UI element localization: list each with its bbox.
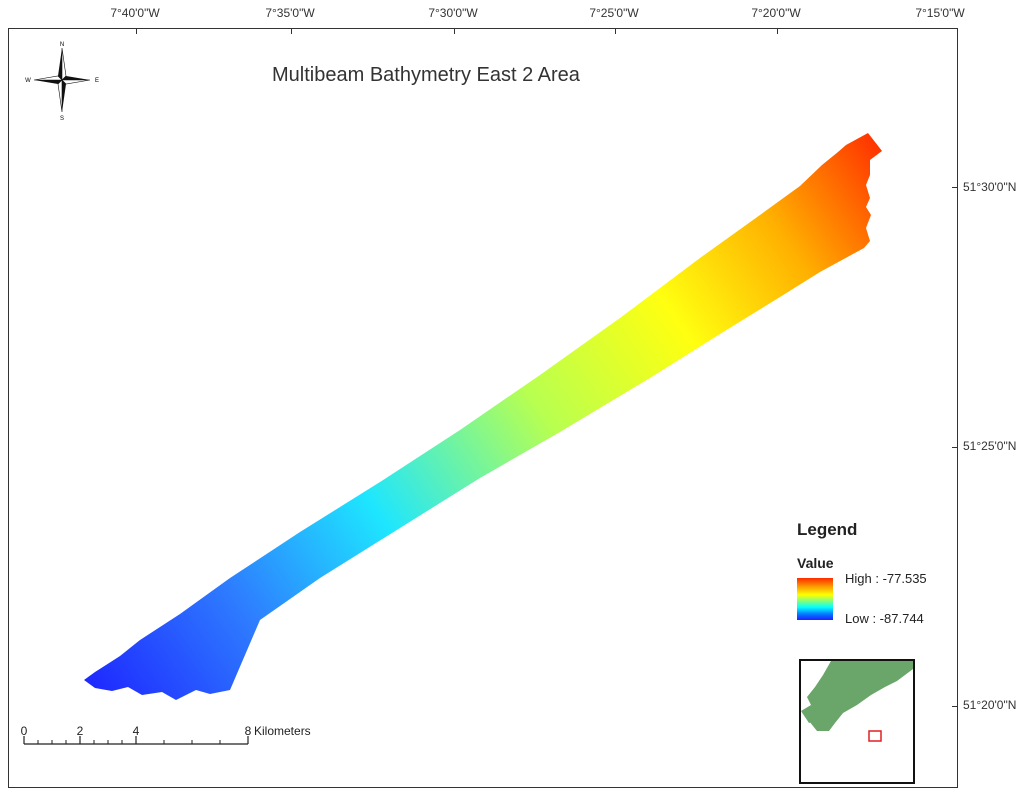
inset-land xyxy=(801,661,913,742)
south-label: S xyxy=(60,116,64,122)
lon-tick xyxy=(454,29,455,34)
longitude-label: 7°35'0"W xyxy=(265,6,315,20)
lon-tick xyxy=(136,29,137,34)
scale-tick-label: 0 xyxy=(20,724,28,738)
latitude-label: 51°25'0"N xyxy=(963,439,1017,453)
scale-tick-label: 8 xyxy=(244,724,252,738)
latitude-label: 51°20'0"N xyxy=(963,698,1017,712)
north-label: N xyxy=(60,42,64,48)
scale-tick-label: 4 xyxy=(132,724,140,738)
north-arrow-icon: N S E W xyxy=(25,42,99,122)
legend-high-label: High : -77.535 xyxy=(845,571,927,586)
lat-tick xyxy=(952,706,957,707)
lon-tick xyxy=(291,29,292,34)
longitude-label: 7°15'0"W xyxy=(915,6,965,20)
legend-subtitle: Value xyxy=(797,555,834,571)
scale-tick-label: 2 xyxy=(76,724,84,738)
longitude-label: 7°25'0"W xyxy=(589,6,639,20)
longitude-label: 7°20'0"W xyxy=(751,6,801,20)
west-label: W xyxy=(25,78,31,84)
lat-tick xyxy=(952,447,957,448)
longitude-label: 7°30'0"W xyxy=(428,6,478,20)
map-title: Multibeam Bathymetry East 2 Area xyxy=(272,64,580,86)
inset-extent-box xyxy=(868,730,882,742)
lat-tick xyxy=(952,187,957,188)
east-label: E xyxy=(95,78,99,84)
lon-tick xyxy=(777,29,778,34)
longitude-label: 7°40'0"W xyxy=(110,6,160,20)
legend-title: Legend xyxy=(797,520,858,539)
legend-low-label: Low : -87.744 xyxy=(845,611,924,626)
latitude-label: 51°30'0"N xyxy=(963,180,1017,194)
scale-unit-label: Kilometers xyxy=(254,724,311,738)
inset-map xyxy=(799,659,915,784)
swath-polygon xyxy=(84,133,882,700)
color-ramp xyxy=(797,578,833,620)
lon-tick xyxy=(615,29,616,34)
